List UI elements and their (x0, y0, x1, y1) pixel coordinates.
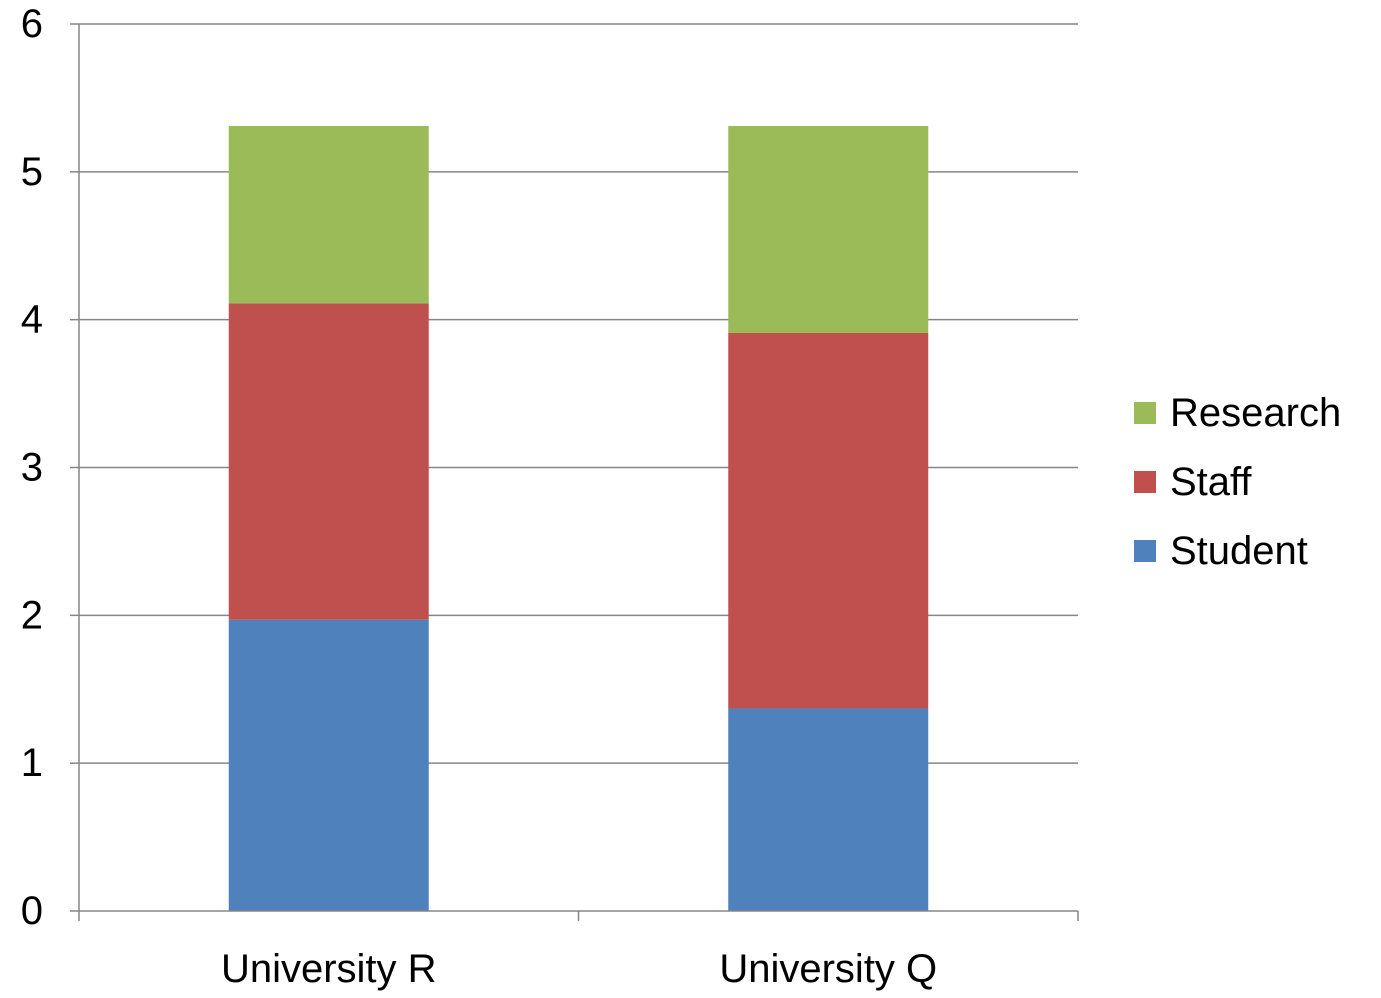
legend-swatch-research (1134, 402, 1156, 424)
bar-segment-student-2 (728, 708, 929, 911)
legend-label-staff: Staff (1170, 460, 1252, 504)
y-tick-label: 0 (21, 889, 43, 933)
bar-segment-research-1 (228, 126, 429, 304)
bar-segment-staff-1 (228, 303, 429, 620)
axes: 0 1 2 3 4 5 6 University R University Q (21, 2, 1079, 991)
y-tick-label: 1 (21, 741, 43, 785)
bars (228, 126, 929, 911)
y-tick-label: 6 (21, 2, 43, 46)
legend-label-student: Student (1170, 529, 1308, 573)
y-tick-label: 3 (21, 446, 43, 490)
bar-segment-student-1 (228, 619, 429, 911)
legend-swatch-staff (1134, 471, 1156, 493)
x-category-label: University Q (719, 947, 937, 991)
x-category-label: University R (221, 947, 437, 991)
y-tick-label: 2 (21, 593, 43, 637)
bar-segment-staff-2 (728, 332, 929, 709)
legend-swatch-student (1134, 540, 1156, 562)
y-tick-label: 5 (21, 150, 43, 194)
bar-segment-research-2 (728, 126, 929, 333)
y-tick-label: 4 (21, 298, 43, 342)
legend-label-research: Research (1170, 391, 1341, 435)
legend: Research Staff Student (1134, 391, 1341, 573)
